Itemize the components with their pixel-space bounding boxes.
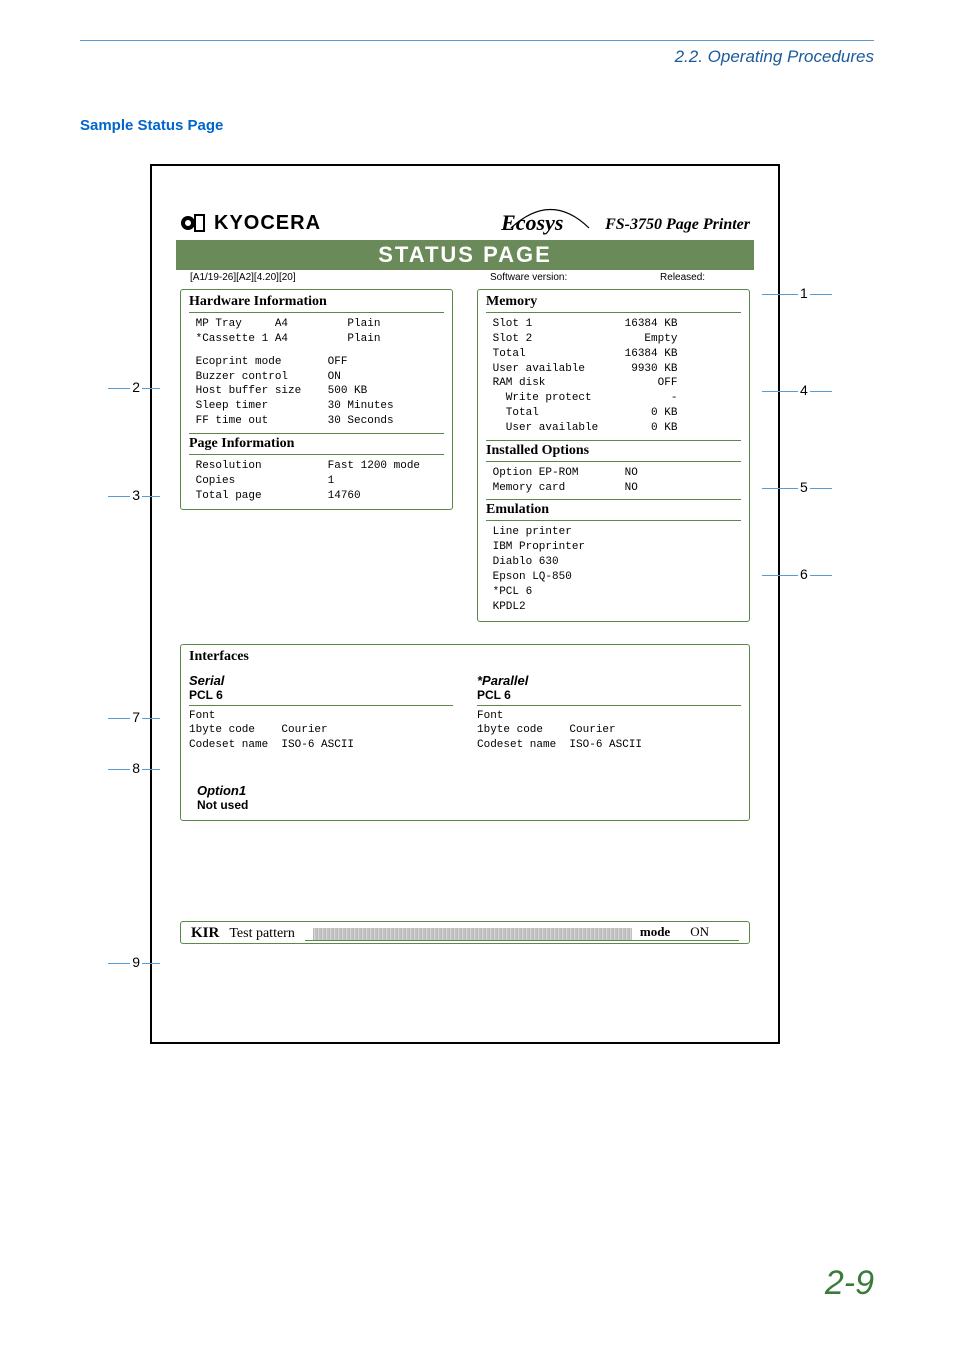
callout-8: 8	[90, 760, 142, 776]
option1-block: Option1 Not used	[189, 783, 741, 812]
kyocera-mark-icon	[180, 210, 208, 236]
callout-2: 2	[90, 379, 142, 395]
serial-font-block: Font 1byte code Courier Codeset name ISO…	[189, 709, 453, 754]
hardware-info-box: Hardware Information MP Tray A4 Plain *C…	[180, 289, 453, 510]
kir-mode-label: mode	[640, 924, 670, 940]
callout-5: 5	[798, 479, 850, 495]
kir-box: KIR Test pattern mode ON	[180, 921, 750, 944]
serial-name: Serial	[189, 673, 453, 688]
serial-emulation: PCL 6	[189, 688, 453, 706]
ecosys-text: Ecosys	[501, 210, 563, 236]
hardware-settings-block: Ecoprint mode OFF Buzzer control ON Host…	[189, 355, 444, 429]
hardware-info-header: Hardware Information	[189, 294, 444, 313]
callout-1: 1	[798, 285, 850, 301]
breadcrumb: 2.2. Operating Procedures	[80, 47, 874, 67]
kyocera-text: KYOCERA	[214, 212, 321, 235]
parallel-name: *Parallel	[477, 673, 741, 688]
kir-mode-value: ON	[690, 924, 709, 940]
section-title: Sample Status Page	[80, 117, 874, 134]
memory-header: Memory	[486, 294, 741, 313]
emulation-block: Line printer IBM Proprinter Diablo 630 E…	[486, 525, 741, 614]
option1-status: Not used	[197, 798, 741, 812]
interfaces-header: Interfaces	[189, 649, 741, 667]
kir-test-label: Test pattern	[229, 926, 295, 942]
option1-name: Option1	[197, 783, 741, 798]
header-rule	[80, 40, 874, 41]
sub-info-row: [A1/19-26][A2][4.20][20] Software versio…	[180, 272, 750, 283]
callout-3: 3	[90, 487, 142, 503]
diagram-area: KYOCERA Ecosys FS-3750 Page Printer STAT…	[90, 164, 850, 1064]
hardware-tray-block: MP Tray A4 Plain *Cassette 1 A4 Plain	[189, 317, 444, 347]
parallel-font-block: Font 1byte code Courier Codeset name ISO…	[477, 709, 741, 754]
callout-7: 7	[90, 709, 142, 725]
title-bar: STATUS PAGE	[176, 240, 754, 270]
firmware-codes: [A1/19-26][A2][4.20][20]	[180, 272, 490, 283]
page-number: 2-9	[80, 1264, 874, 1303]
printer-name: FS-3750 Page Printer	[605, 216, 750, 236]
ecosys-logo: Ecosys	[501, 196, 591, 236]
emulation-header: Emulation	[486, 499, 741, 521]
page-info-block: Resolution Fast 1200 mode Copies 1 Total…	[189, 459, 444, 504]
page-info-header: Page Information	[189, 433, 444, 455]
serial-column: Serial PCL 6 Font 1byte code Courier Cod…	[189, 667, 453, 754]
callout-4: 4	[798, 382, 850, 398]
memory-box: Memory Slot 1 16384 KB Slot 2 Empty Tota…	[477, 289, 750, 622]
installed-options-block: Option EP-ROM NO Memory card NO	[486, 466, 741, 496]
interfaces-box: Interfaces Serial PCL 6 Font 1byte code …	[180, 644, 750, 822]
kir-pattern-icon	[313, 928, 632, 940]
kir-label: KIR	[191, 925, 219, 942]
parallel-column: *Parallel PCL 6 Font 1byte code Courier …	[477, 667, 741, 754]
logo-row: KYOCERA Ecosys FS-3750 Page Printer	[180, 196, 750, 236]
callout-9: 9	[90, 954, 142, 970]
parallel-emulation: PCL 6	[477, 688, 741, 706]
kyocera-logo: KYOCERA	[180, 210, 321, 236]
released-label: Released:	[660, 272, 705, 283]
software-version-label: Software version:	[490, 272, 567, 283]
memory-block: Slot 1 16384 KB Slot 2 Empty Total 16384…	[486, 317, 741, 436]
installed-options-header: Installed Options	[486, 440, 741, 462]
status-page-box: KYOCERA Ecosys FS-3750 Page Printer STAT…	[150, 164, 780, 1044]
callout-6: 6	[798, 566, 850, 582]
